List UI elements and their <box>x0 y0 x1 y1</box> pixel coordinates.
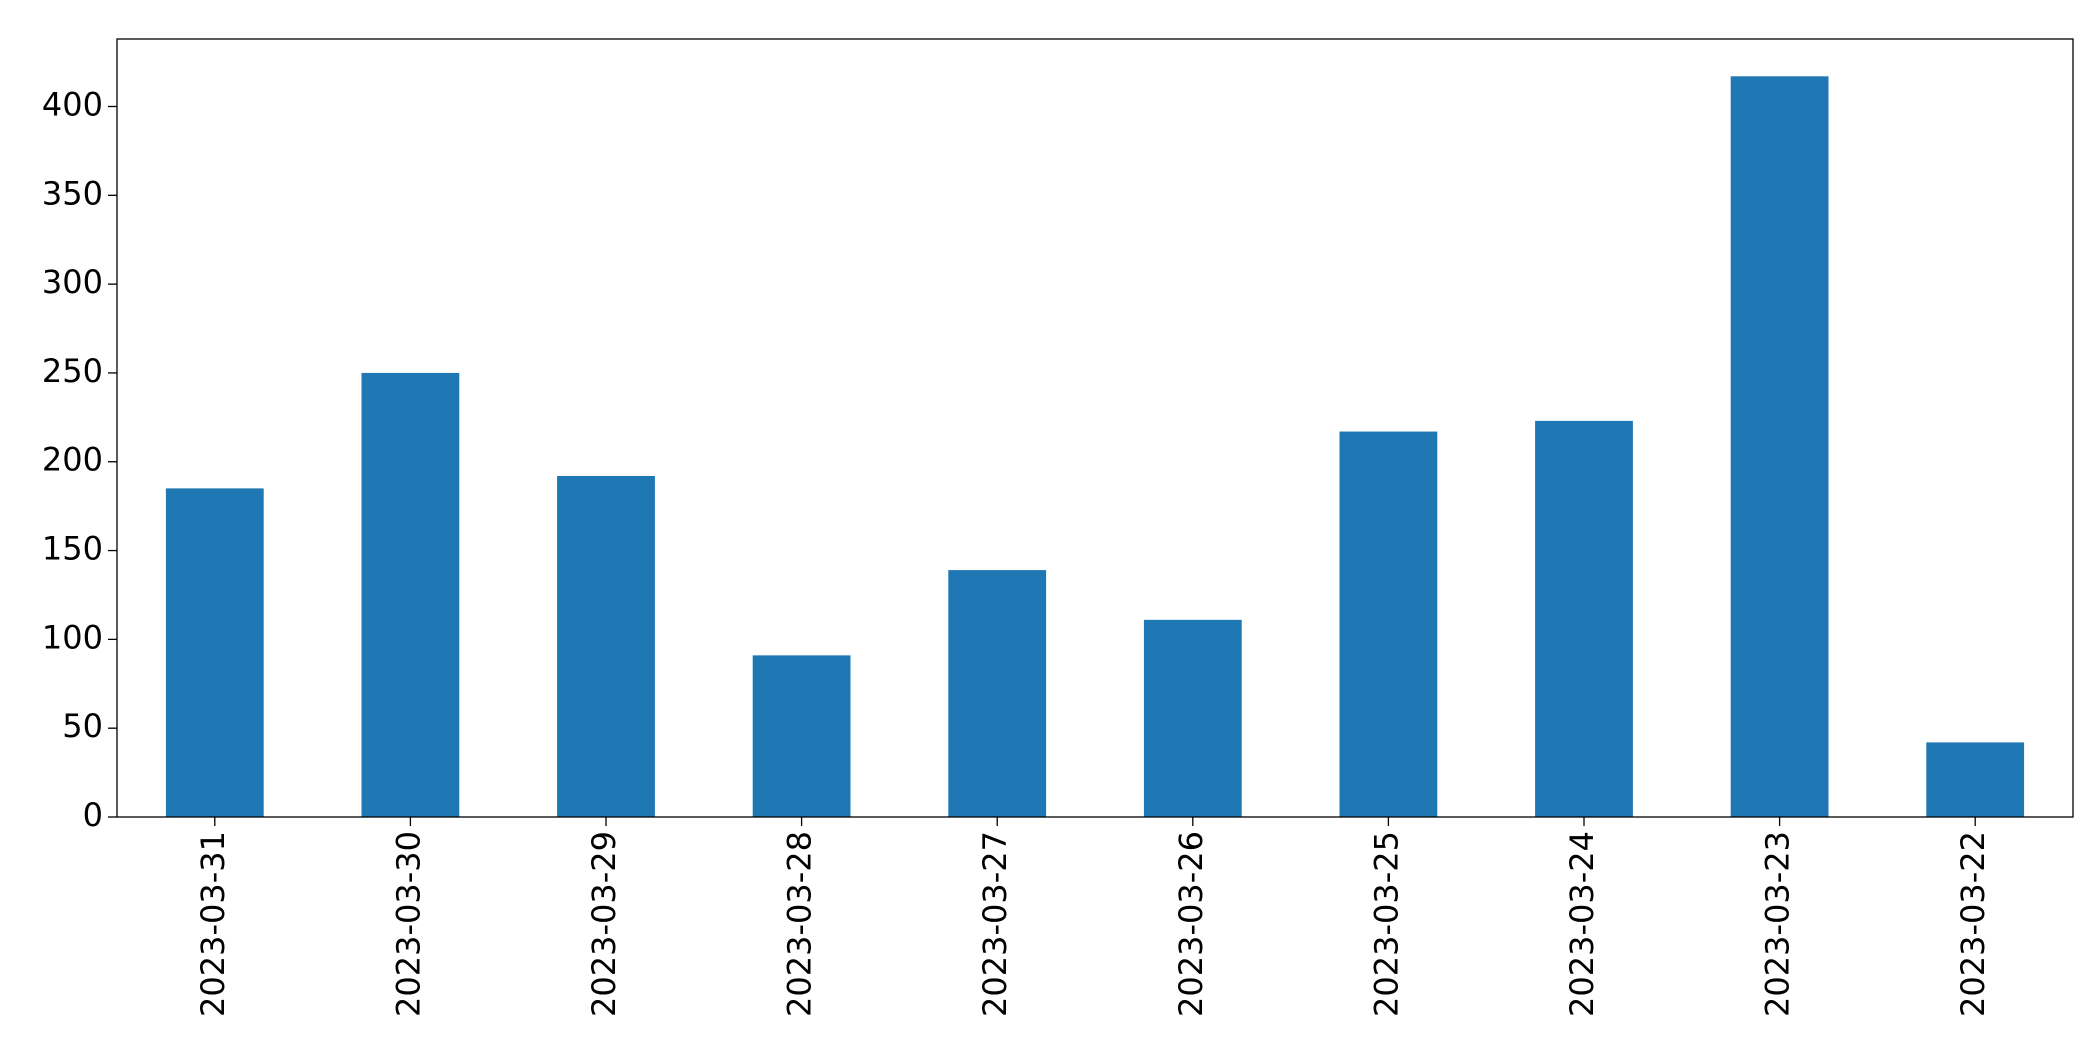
x-tick-label: 2023-03-25 <box>1367 831 1405 1017</box>
bar <box>1730 76 1829 817</box>
plot-frame <box>116 38 2074 818</box>
y-tick-label: 0 <box>83 796 103 834</box>
y-tick-label: 400 <box>42 85 103 123</box>
bar <box>948 570 1047 817</box>
x-tick-label: 2023-03-31 <box>194 831 232 1017</box>
y-tick-label: 200 <box>42 441 103 479</box>
y-tick-label: 350 <box>42 174 103 212</box>
bar <box>1926 742 2025 817</box>
bar <box>752 655 851 817</box>
bar <box>165 488 264 817</box>
x-tick-label: 2023-03-30 <box>389 831 427 1017</box>
bar <box>1143 619 1242 817</box>
y-tick-label: 50 <box>62 707 103 745</box>
x-tick-label: 2023-03-22 <box>1954 831 1992 1017</box>
y-tick-label: 250 <box>42 352 103 390</box>
x-tick-label: 2023-03-27 <box>976 831 1014 1017</box>
x-tick-label: 2023-03-23 <box>1759 831 1797 1017</box>
bar <box>361 372 460 817</box>
x-tick-label: 2023-03-28 <box>781 831 819 1017</box>
y-tick-label: 100 <box>42 618 103 656</box>
bar <box>1339 431 1438 817</box>
bar <box>557 475 655 817</box>
bar <box>1535 420 1633 817</box>
y-tick-label: 300 <box>42 263 103 301</box>
y-tick-label: 150 <box>42 530 103 568</box>
x-tick-label: 2023-03-24 <box>1563 831 1601 1017</box>
x-tick-label: 2023-03-29 <box>585 831 623 1017</box>
x-tick-label: 2023-03-26 <box>1172 831 1210 1017</box>
